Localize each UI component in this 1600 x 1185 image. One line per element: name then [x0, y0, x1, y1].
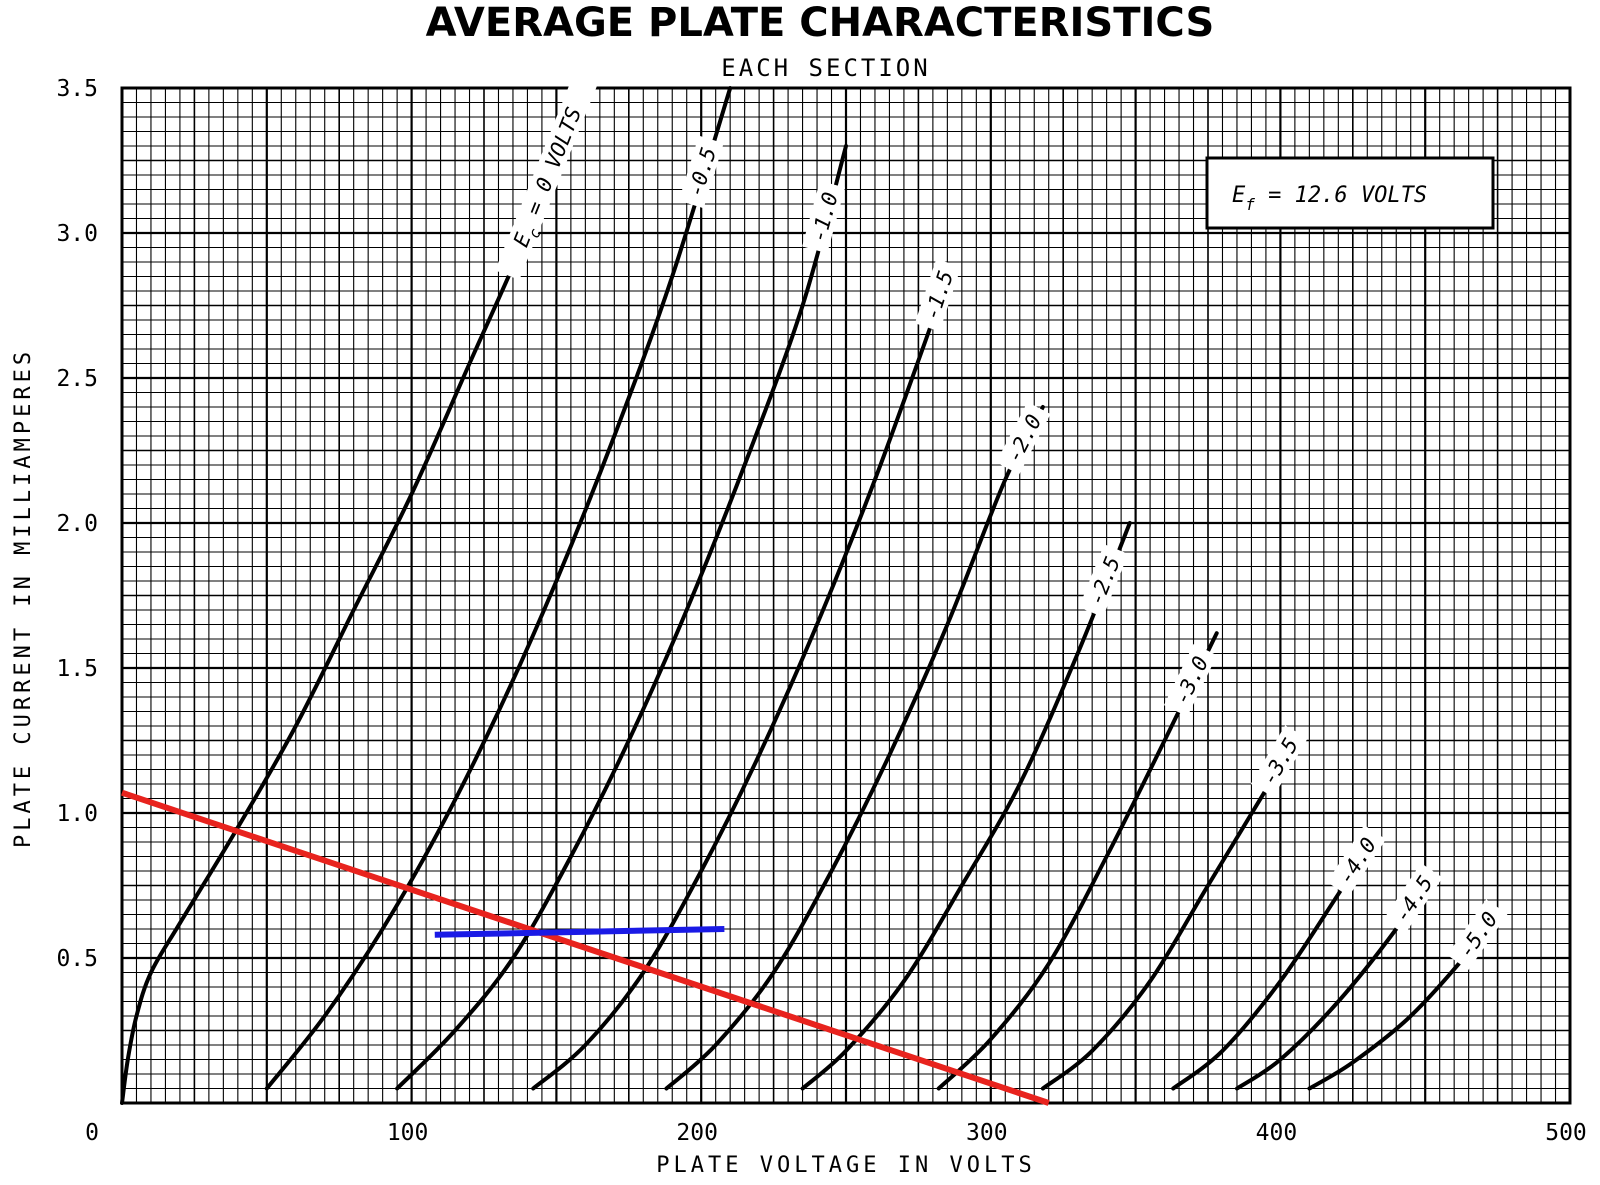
load-line: [121, 789, 1050, 1106]
x-axis-label: PLATE VOLTAGE IN VOLTS: [656, 1153, 1035, 1178]
x-tick-label: 300: [966, 1120, 1008, 1146]
x-tick-label: 200: [676, 1120, 718, 1146]
curve-minus-1-5: [531, 274, 950, 1091]
x-tick-label: 400: [1256, 1120, 1298, 1146]
filament-voltage-box: Ef = 12.6 VOLTS: [1205, 156, 1495, 230]
curve-label-bg: [1163, 643, 1218, 717]
curve-label-bg: [1250, 725, 1308, 798]
curve-minus-2-0: [664, 405, 1045, 1091]
ef-subscript: f: [1245, 195, 1255, 214]
curve-label: -1.0: [806, 190, 842, 245]
curve-minus-3-0: [936, 631, 1219, 1091]
y-tick-label: 3.5: [56, 76, 98, 102]
curve-minus-1-0: [395, 144, 848, 1091]
curve-label-bg: [1078, 544, 1129, 617]
svg-text:Ef = 12.6 VOLTS: Ef = 12.6 VOLTS: [1232, 183, 1427, 214]
x-tick-label: 0: [85, 1120, 99, 1146]
curve-minus-2-5: [800, 521, 1132, 1091]
curve-label-bg: [678, 135, 724, 209]
y-tick-label: 3.0: [56, 221, 98, 247]
chart-subtitle: EACH SECTION: [721, 54, 930, 82]
horizontal-segment: [434, 926, 725, 938]
curve-label-bg: [996, 402, 1051, 475]
curve-label-group: -1.5: [914, 258, 962, 332]
grid: [120, 86, 1572, 1105]
curve-label-group: Ec = 0 VOLTS: [495, 73, 599, 281]
plot-frame: [120, 86, 1572, 1105]
curve-label-group: -5.0: [1447, 899, 1508, 970]
curve-label-bg: [1447, 899, 1508, 970]
x-tick-label: 100: [387, 1120, 429, 1146]
curve-label-group: -2.0: [996, 402, 1051, 475]
tick-labels: 0.5 1.0 1.5 2.0 2.5 3.0 3.5 0 100 200 300 400 500: [56, 76, 1586, 1146]
curve-0: [120, 86, 588, 1105]
y-axis-label: PLATE CURRENT IN MILLIAMPERES: [11, 348, 36, 848]
curve-label-group: -3.5: [1250, 725, 1308, 798]
ef-symbol: E: [1232, 183, 1246, 208]
curve-label-bg: [802, 180, 846, 254]
curve-label-bg: [495, 73, 599, 281]
y-tick-label: 0.5: [56, 946, 98, 972]
y-tick-label: 2.0: [56, 511, 98, 537]
y-tick-label: 1.0: [56, 801, 98, 827]
y-tick-label: 1.5: [56, 656, 98, 682]
curve-minus-0-5: [264, 86, 733, 1091]
x-tick-label: 500: [1545, 1120, 1587, 1146]
curve-label-bg: [1327, 825, 1386, 897]
overlays: [121, 789, 1050, 1106]
ef-value: = 12.6 VOLTS: [1255, 183, 1427, 208]
chart-title: AVERAGE PLATE CHARACTERISTICS: [426, 0, 1215, 46]
y-tick-label: 2.5: [56, 366, 98, 392]
curve-label-bg: [1383, 863, 1443, 935]
curve-label-bg: [914, 258, 962, 332]
curve-label-group: -3.0: [1163, 643, 1218, 717]
curve-label-group: -1.0: [802, 180, 846, 254]
curve-label-group: -4.5: [1383, 863, 1443, 935]
